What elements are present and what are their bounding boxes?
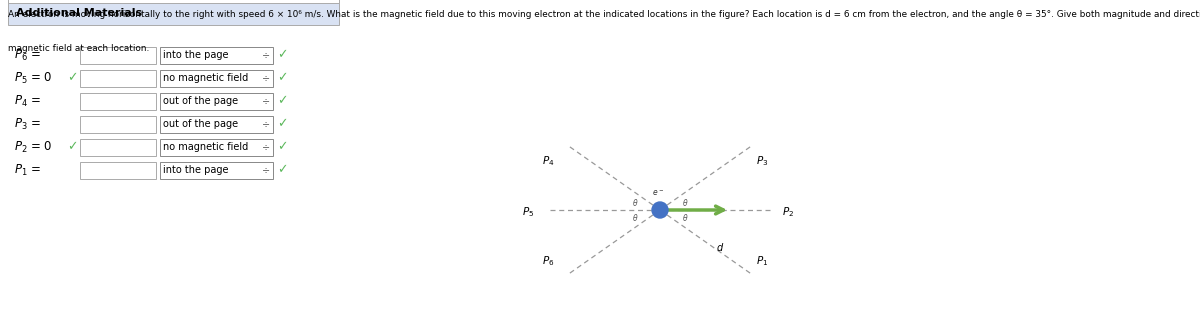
Text: $P_5$: $P_5$ [522,205,534,219]
Text: ✓: ✓ [277,94,287,108]
FancyBboxPatch shape [79,47,156,64]
Text: ÷: ÷ [262,73,270,83]
FancyBboxPatch shape [79,70,156,87]
Text: $e^-$: $e^-$ [652,188,664,198]
Text: $P_5$ = 0: $P_5$ = 0 [14,71,53,86]
Text: $P_6$: $P_6$ [541,254,554,268]
Text: $\theta$: $\theta$ [632,212,638,223]
Text: out of the page: out of the page [163,119,238,129]
Text: ÷: ÷ [262,142,270,152]
FancyBboxPatch shape [160,161,272,178]
Text: into the page: into the page [163,165,228,175]
Text: magnetic field at each location.: magnetic field at each location. [8,44,150,53]
FancyBboxPatch shape [7,2,338,25]
Text: ÷: ÷ [262,50,270,60]
Text: Additional Materials: Additional Materials [16,8,142,18]
Text: $P_6$ =: $P_6$ = [14,48,41,63]
Text: ÷: ÷ [262,119,270,129]
FancyBboxPatch shape [160,70,272,87]
Text: ✓: ✓ [67,72,77,85]
Text: ✓: ✓ [277,72,287,85]
FancyBboxPatch shape [79,161,156,178]
FancyBboxPatch shape [160,47,272,64]
Text: ÷: ÷ [262,96,270,106]
Text: $P_2$ = 0: $P_2$ = 0 [14,139,53,154]
Text: ✓: ✓ [277,140,287,154]
Text: $P_4$: $P_4$ [541,154,554,168]
FancyBboxPatch shape [79,92,156,110]
Text: ✓: ✓ [67,140,77,154]
Text: $\theta$: $\theta$ [682,197,688,208]
Text: $P_1$ =: $P_1$ = [14,162,41,177]
Text: $P_1$: $P_1$ [756,254,768,268]
Text: $d$: $d$ [716,241,725,253]
Text: ✓: ✓ [277,49,287,62]
Text: $\theta$: $\theta$ [632,197,638,208]
Text: $P_4$ =: $P_4$ = [14,93,41,109]
Text: no magnetic field: no magnetic field [163,73,248,83]
FancyBboxPatch shape [79,138,156,155]
FancyBboxPatch shape [160,92,272,110]
Text: $P_2$: $P_2$ [782,205,794,219]
Text: out of the page: out of the page [163,96,238,106]
Text: into the page: into the page [163,50,228,60]
FancyBboxPatch shape [7,0,338,3]
Text: $P_3$: $P_3$ [756,154,768,168]
Text: ✓: ✓ [277,117,287,131]
FancyBboxPatch shape [160,115,272,133]
FancyBboxPatch shape [79,115,156,133]
Text: no magnetic field: no magnetic field [163,142,248,152]
Text: ✓: ✓ [277,163,287,176]
Circle shape [652,202,668,218]
Text: An electron is moving horizontally to the right with speed 6 × 10⁶ m/s. What is : An electron is moving horizontally to th… [8,10,1200,19]
Text: $P_3$ =: $P_3$ = [14,116,41,132]
Text: ÷: ÷ [262,165,270,175]
Text: $\theta$: $\theta$ [682,212,688,223]
FancyBboxPatch shape [160,138,272,155]
